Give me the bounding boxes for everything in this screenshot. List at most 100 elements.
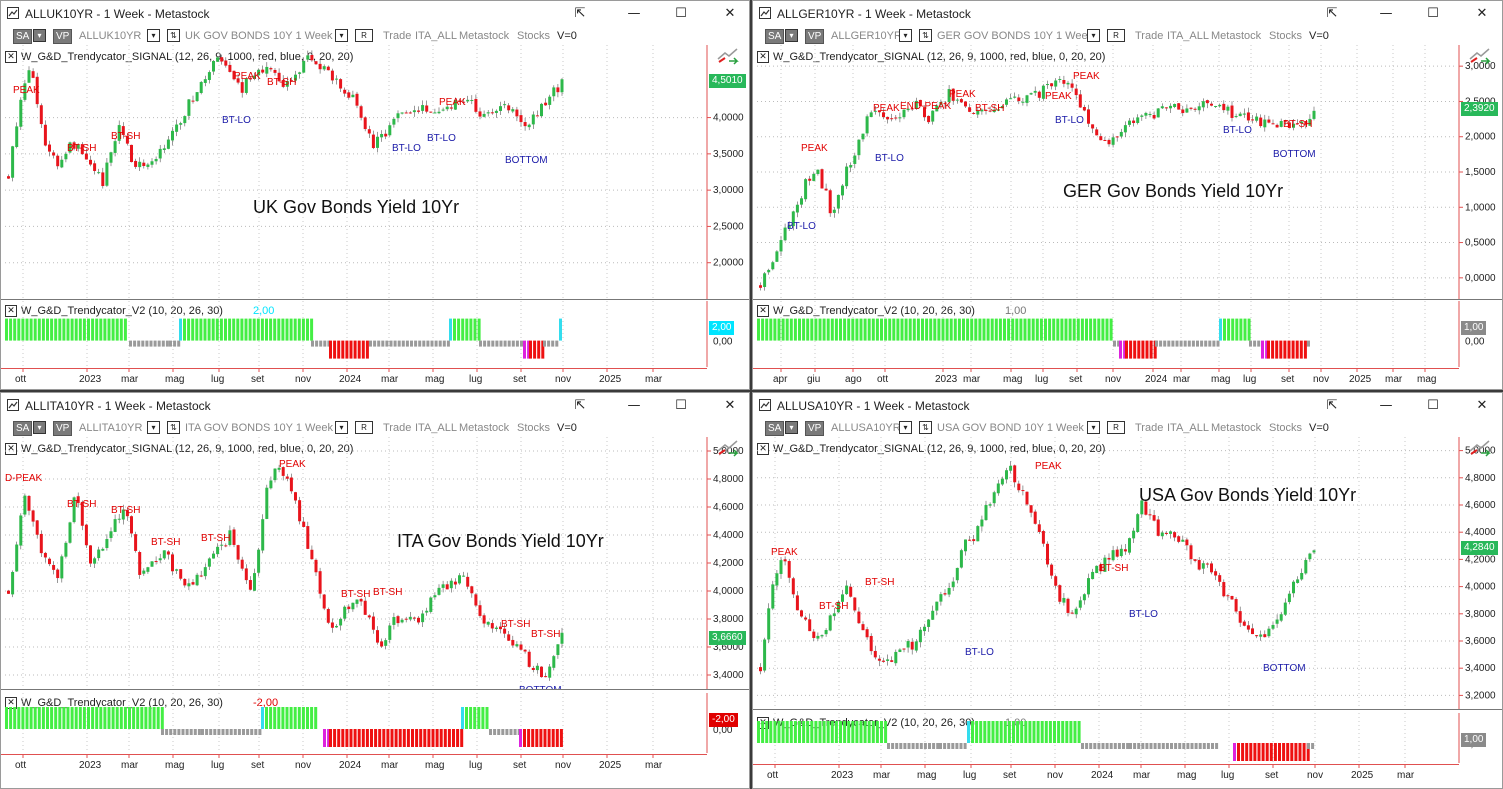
remove-indicator-icon[interactable]: ✕ — [5, 51, 17, 63]
sa-dropdown-icon[interactable]: ▾ — [785, 29, 798, 42]
popout-icon[interactable]: ⇱ — [1326, 6, 1338, 21]
popout-icon[interactable]: ⇱ — [574, 398, 586, 413]
minimize-button[interactable]: — — [1379, 398, 1393, 413]
r-dropdown[interactable]: R — [355, 29, 373, 42]
minimize-button[interactable]: — — [627, 398, 641, 413]
candle-body — [894, 117, 898, 119]
period-dropdown-icon[interactable]: ▾ — [335, 421, 348, 434]
r-dropdown[interactable]: R — [1107, 29, 1125, 42]
candle-body — [779, 240, 783, 252]
histogram-bar — [1278, 743, 1281, 761]
candle-body — [783, 227, 787, 241]
close-button[interactable]: ✕ — [724, 398, 736, 413]
histogram-bar — [1023, 318, 1027, 341]
symbol-dropdown-icon[interactable]: ▾ — [147, 29, 160, 42]
maximize-button[interactable]: ☐ — [1427, 6, 1439, 21]
title-bar[interactable]: ALLUSA10YR - 1 Week - Metastock ⇱ — ☐ ✕ — [753, 393, 1502, 419]
trend-arrows-icon[interactable] — [715, 45, 741, 65]
histogram-bar — [1208, 340, 1212, 347]
trade-link[interactable]: Trade — [383, 422, 412, 434]
histogram-bar — [908, 318, 912, 341]
pane-divider[interactable] — [1, 689, 749, 690]
price-chart[interactable]: 5,0000 4,8000 4,6000 4,4000 4,2000 4,0000 3,80… — [1, 437, 750, 689]
sa-dropdown-icon[interactable]: ▾ — [33, 421, 46, 434]
histogram-bar — [1191, 340, 1195, 347]
trend-arrows-icon[interactable] — [1467, 45, 1493, 65]
remove-indicator-icon[interactable]: ✕ — [5, 443, 17, 455]
chart-window-ger[interactable]: ALLGER10YR - 1 Week - Metastock ⇱ — ☐ ✕ … — [752, 0, 1503, 390]
histogram-bar — [66, 707, 70, 729]
histogram-bar — [887, 743, 890, 749]
r-dropdown[interactable]: R — [1107, 421, 1125, 434]
close-button[interactable]: ✕ — [1476, 6, 1488, 21]
period-dropdown-icon[interactable]: ▾ — [1087, 29, 1100, 42]
vp-button[interactable]: VP — [805, 421, 825, 436]
chart-window-usa[interactable]: ALLUSA10YR - 1 Week - Metastock ⇱ — ☐ ✕ … — [752, 392, 1503, 789]
remove-indicator-icon[interactable]: ✕ — [757, 51, 769, 63]
symbol-dropdown-icon[interactable]: ▾ — [899, 421, 912, 434]
candle-body — [425, 610, 429, 613]
trend-arrows-icon[interactable] — [1467, 437, 1493, 457]
title-bar[interactable]: ALLUK10YR - 1 Week - Metastock ⇱ — ☐ ✕ — [1, 1, 749, 27]
close-button[interactable]: ✕ — [724, 6, 736, 21]
trendycator-histogram[interactable]: 0,00 — [1, 301, 750, 367]
trend-arrows-icon[interactable] — [715, 437, 741, 457]
minimize-button[interactable]: — — [1379, 6, 1393, 21]
symbol-info-icon[interactable]: ⇅ — [167, 29, 180, 42]
trendycator-histogram[interactable]: 0,00 — [753, 301, 1503, 367]
minimize-button[interactable]: — — [627, 6, 641, 21]
maximize-button[interactable]: ☐ — [675, 6, 687, 21]
chart-window-ita[interactable]: ALLITA10YR - 1 Week - Metastock ⇱ — ☐ ✕ … — [0, 392, 750, 789]
r-dropdown[interactable]: R — [355, 421, 373, 434]
vp-button[interactable]: VP — [53, 421, 73, 436]
sa-dropdown-icon[interactable]: ▾ — [33, 29, 46, 42]
histogram-bar — [248, 318, 252, 341]
sa-dropdown-icon[interactable]: ▾ — [785, 421, 798, 434]
sa-button[interactable]: SA — [765, 29, 785, 44]
maximize-button[interactable]: ☐ — [675, 398, 687, 413]
price-chart[interactable]: 5,0000 4,8000 4,6000 4,4000 4,2000 4,0000 3,80… — [753, 437, 1503, 709]
vp-button[interactable]: VP — [53, 29, 73, 44]
x-tick-label: set — [251, 374, 265, 385]
symbol-dropdown-icon[interactable]: ▾ — [147, 421, 160, 434]
close-button[interactable]: ✕ — [1476, 398, 1488, 413]
histogram-bar — [769, 721, 773, 743]
chart-window-uk[interactable]: ALLUK10YR - 1 Week - Metastock ⇱ — ☐ ✕ S… — [0, 0, 750, 390]
candle-body — [511, 639, 515, 646]
sa-button[interactable]: SA — [765, 421, 785, 436]
histogram-bar — [987, 721, 991, 743]
symbol-dropdown-icon[interactable]: ▾ — [899, 29, 912, 42]
period-dropdown-icon[interactable]: ▾ — [1087, 421, 1100, 434]
popout-icon[interactable]: ⇱ — [1326, 398, 1338, 413]
histogram-bar — [884, 318, 888, 341]
candle-body — [248, 580, 252, 590]
histogram-bar — [353, 729, 357, 747]
remove-indicator-icon[interactable]: ✕ — [757, 305, 769, 317]
remove-indicator-icon[interactable]: ✕ — [5, 305, 17, 317]
period-dropdown-icon[interactable]: ▾ — [335, 29, 348, 42]
price-chart[interactable]: 3,0000 2,5000 2,0000 1,5000 1,0000 0,5000 0,00… — [753, 45, 1503, 299]
trade-link[interactable]: Trade — [383, 30, 412, 42]
remove-indicator-icon[interactable]: ✕ — [757, 443, 769, 455]
symbol-info-icon[interactable]: ⇅ — [919, 421, 932, 434]
pane-divider[interactable] — [753, 709, 1502, 710]
pane-divider[interactable] — [1, 299, 749, 300]
price-chart[interactable]: 4,0000 3,5000 3,0000 2,5000 2,0000 PEAK BT-SH B… — [1, 45, 750, 299]
symbol-info-icon[interactable]: ⇅ — [919, 29, 932, 42]
symbol-info-icon[interactable]: ⇅ — [167, 421, 180, 434]
vp-button[interactable]: VP — [805, 29, 825, 44]
title-bar[interactable]: ALLGER10YR - 1 Week - Metastock ⇱ — ☐ ✕ — [753, 1, 1502, 27]
trendycator-histogram[interactable]: 0,00 — [1, 693, 750, 753]
trendycator-histogram[interactable]: 0,00 — [753, 713, 1503, 763]
sa-button[interactable]: SA — [13, 29, 33, 44]
x-tick-label: mar — [963, 374, 981, 385]
title-bar[interactable]: ALLITA10YR - 1 Week - Metastock ⇱ — ☐ ✕ — [1, 393, 749, 419]
trade-link[interactable]: Trade — [1135, 422, 1164, 434]
sa-button[interactable]: SA — [13, 421, 33, 436]
chart-toolbar: SA ▾ VP ALLITA10YR ▾ ⇅ ITA GOV BONDS 10Y… — [1, 421, 749, 436]
trade-link[interactable]: Trade — [1135, 30, 1164, 42]
maximize-button[interactable]: ☐ — [1427, 398, 1439, 413]
histogram-bar — [236, 318, 240, 341]
pane-divider[interactable] — [753, 299, 1502, 300]
popout-icon[interactable]: ⇱ — [574, 6, 586, 21]
